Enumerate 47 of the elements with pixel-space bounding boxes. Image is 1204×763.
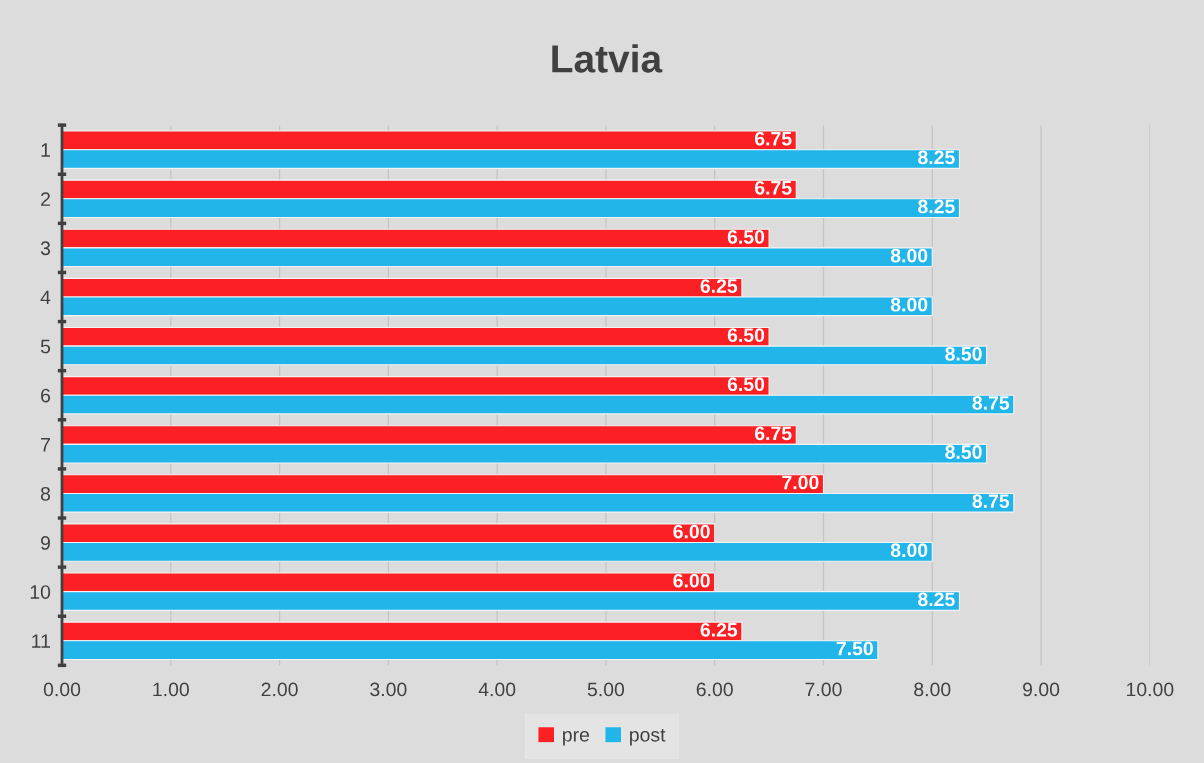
data-label: 6.50	[727, 328, 765, 343]
data-label: 8.00	[890, 248, 928, 263]
y-tick-label: 3	[40, 241, 51, 256]
data-label: 8.00	[890, 297, 928, 312]
x-tick-label: 10.00	[1126, 682, 1174, 697]
x-tick-label: 5.00	[587, 682, 625, 697]
y-tick-label: 6	[41, 388, 51, 403]
y-tick-label: 1	[41, 143, 50, 157]
y-tick-label: 5	[40, 339, 51, 354]
data-label: 8.75	[972, 396, 1010, 410]
data-label: 8.25	[918, 592, 955, 607]
data-label: 8.50	[945, 445, 982, 459]
data-label: 8.00	[890, 543, 928, 558]
data-label: 6.50	[727, 230, 765, 244]
data-label: 8.50	[945, 346, 982, 361]
x-tick-label: 0.00	[43, 682, 81, 697]
data-label: 7.50	[836, 641, 873, 656]
data-label: 6.00	[673, 524, 710, 539]
data-label: 6.00	[673, 573, 710, 588]
x-tick-label: 9.00	[1023, 682, 1060, 697]
x-tick-label: 6.00	[696, 682, 733, 697]
legend-label: post	[630, 728, 666, 746]
y-tick-label: 10	[30, 585, 51, 599]
data-label: 8.25	[918, 150, 955, 165]
x-tick-label: 4.00	[478, 682, 516, 697]
data-label: 6.50	[727, 377, 765, 392]
x-tick-label: 7.00	[805, 682, 842, 697]
data-label: 8.75	[972, 494, 1010, 508]
y-tick-label: 7	[41, 438, 50, 452]
data-label: 7.00	[782, 475, 819, 490]
legend-label: pre	[563, 731, 590, 746]
x-tick-label: 8.00	[914, 682, 951, 697]
x-tick-label: 3.00	[370, 682, 407, 697]
data-label: 6.25	[700, 279, 738, 293]
data-label: 6.75	[754, 426, 792, 441]
data-label: 6.75	[754, 180, 792, 195]
y-tick-label: 11	[32, 634, 50, 648]
x-tick-label: 2.00	[261, 682, 298, 697]
y-tick-label: 2	[41, 192, 50, 206]
chart-title: Latvia	[552, 44, 663, 73]
data-label: 6.75	[754, 131, 792, 146]
data-label: 6.25	[700, 622, 738, 637]
y-tick-label: 8	[40, 486, 51, 501]
x-tick-label: 1.00	[153, 682, 189, 697]
y-tick-label: 4	[40, 290, 51, 305]
data-label: 8.25	[918, 199, 955, 214]
y-tick-label: 9	[40, 536, 50, 550]
